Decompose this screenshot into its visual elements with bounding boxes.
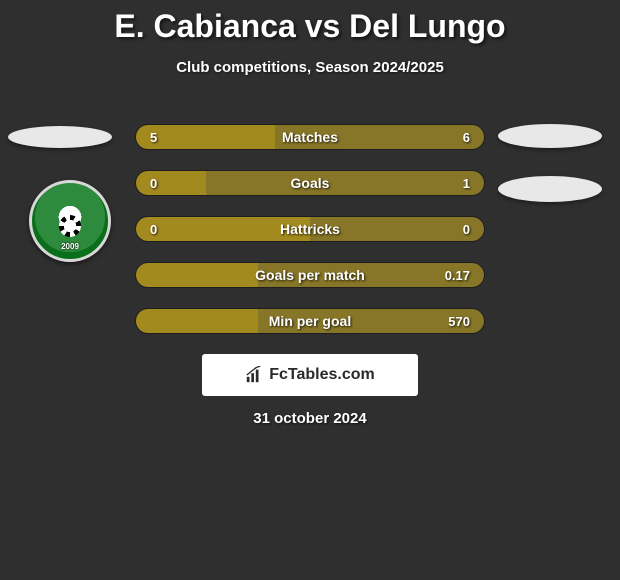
stat-row: Goals per match0.17 <box>135 262 485 288</box>
stat-bar-right <box>258 309 484 333</box>
stat-bar-right <box>206 171 484 195</box>
chart-icon <box>245 366 263 384</box>
stat-bar-left <box>136 217 310 241</box>
stat-row: Hattricks00 <box>135 216 485 242</box>
stat-bar-left <box>136 309 258 333</box>
date-text: 31 october 2024 <box>0 410 620 427</box>
player-oval-1 <box>498 124 602 148</box>
stat-bar-left <box>136 125 275 149</box>
stats-bars: Matches56 Goals01 Hattricks00 Goals per mat… <box>135 124 485 354</box>
team-badge-left <box>29 180 111 262</box>
stat-bar-left <box>136 263 258 287</box>
stat-row: Goals01 <box>135 170 485 196</box>
page-title: E. Cabianca vs Del Lungo <box>0 0 620 45</box>
player-oval-2 <box>498 176 602 202</box>
stat-bar-right <box>258 263 484 287</box>
stat-row: Matches56 <box>135 124 485 150</box>
logo-text: FcTables.com <box>269 366 375 384</box>
stat-bar-right <box>310 217 484 241</box>
stat-bar-left <box>136 171 206 195</box>
stat-bar-right <box>275 125 484 149</box>
stat-row: Min per goal570 <box>135 308 485 334</box>
player-oval-0 <box>8 126 112 148</box>
subtitle: Club competitions, Season 2024/2025 <box>0 59 620 76</box>
logo-box: FcTables.com <box>202 354 418 396</box>
